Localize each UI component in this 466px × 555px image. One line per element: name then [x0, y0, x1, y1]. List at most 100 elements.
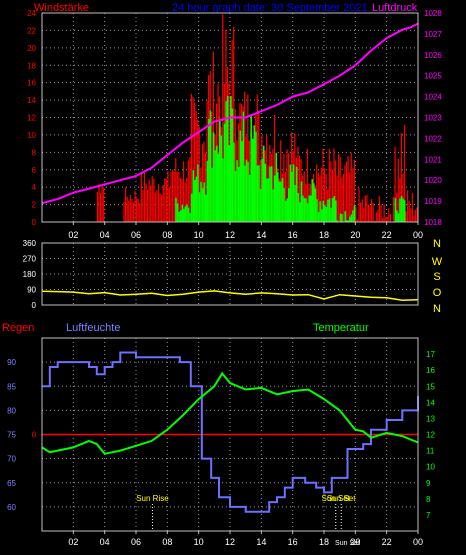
wind-gust-bar [128, 200, 130, 222]
pressure-axis-title: Luftdruck [372, 2, 418, 14]
wind-average-bar [203, 182, 205, 222]
wind-gust-bar [322, 148, 324, 222]
wind-y-tick-label: 8 [32, 148, 37, 157]
pressure-y-tick-label: 1024 [424, 93, 442, 102]
wind-average-bar [198, 192, 201, 222]
wind-gust-bar [101, 186, 103, 222]
sun-event-label: Sun Rise [136, 494, 169, 503]
wind-gust-bar [328, 148, 330, 222]
wind-gust-bar [410, 208, 412, 222]
wind-gust-bar [344, 165, 346, 222]
pressure-y-tick-label: 1019 [424, 197, 442, 206]
wind-average-bar [341, 214, 343, 222]
wind-gust-bar [157, 184, 160, 222]
wind-average-bar [333, 196, 335, 222]
wind-gust-bar [325, 173, 327, 222]
wind-gust-bar [333, 148, 335, 222]
temperature-y-tick-label: 15 [426, 382, 435, 391]
sun-event-label: Sun Set [322, 494, 351, 503]
pressure-y-tick-label: 1026 [424, 51, 442, 60]
wind-average-bar [236, 160, 238, 222]
wind-average-bar [184, 206, 187, 222]
wind-average-bar [311, 179, 314, 222]
wind-average-bar [295, 166, 298, 222]
wind-average-bar [331, 197, 334, 222]
wind-gust-bar [336, 175, 338, 222]
wind-average-bar [294, 184, 296, 222]
wind-average-bar [320, 209, 323, 222]
wind-average-bar [400, 195, 403, 222]
wind-gust-bar [256, 94, 258, 222]
wind-gust-bar [211, 111, 213, 222]
wind-average-bar [275, 152, 278, 222]
wind-average-bar [344, 211, 346, 222]
wind-y-tick-label: 24 [27, 9, 36, 18]
wind-average-bar [240, 141, 243, 222]
wind-y-tick-label: 14 [27, 96, 36, 105]
wind-gust-bar [134, 191, 136, 222]
x-tick-label: 14 [256, 537, 266, 547]
wind-gust-bar [96, 191, 99, 222]
wind-average-bar [247, 162, 249, 222]
wind-average-bar [225, 101, 227, 222]
wind-gust-bar [367, 204, 370, 222]
wind-average-bar [317, 211, 320, 222]
wind-gust-bar [233, 26, 235, 222]
wind-average-bar [197, 164, 199, 222]
wind-gust-bar [161, 194, 163, 222]
wind-average-bar [231, 108, 234, 222]
wind-average-bar [193, 179, 196, 222]
wind-average-bar [211, 167, 213, 222]
direction-y-tick-label: 360 [23, 239, 37, 248]
wind-gust-bar [178, 171, 180, 222]
wind-gust-bar [234, 109, 236, 222]
wind-average-bar [190, 193, 193, 222]
wind-gust-bar [132, 201, 135, 222]
compass-direction-label: W [432, 256, 443, 268]
wind-average-bar [284, 200, 287, 222]
x-tick-label: 12 [225, 230, 235, 240]
wind-average-bar [272, 189, 274, 222]
pressure-line [41, 22, 419, 205]
wind-gust-bar [125, 187, 127, 222]
wind-gust-bar [405, 211, 407, 222]
wind-gust-bar [273, 114, 276, 222]
wind-average-bar [195, 176, 198, 222]
wind-average-bar [201, 188, 204, 222]
wind-gust-bar [339, 157, 341, 222]
wind-average-bar [208, 118, 210, 222]
wind-average-bar [253, 125, 256, 222]
wind-average-bar [264, 164, 267, 222]
temperature-y-tick-label: 14 [426, 398, 435, 407]
wind-average-bar [316, 199, 318, 222]
wind-average-bar [239, 130, 241, 222]
wind-average-bar [250, 115, 252, 222]
wind-gust-bar [176, 171, 178, 222]
wind-average-bar [334, 200, 337, 222]
wind-gust-bar [181, 178, 183, 222]
wind-gust-bar [363, 208, 365, 222]
wind-gust-bar [381, 217, 384, 222]
temperature-y-tick-label: 9 [426, 479, 431, 488]
wind-average-bar [261, 158, 263, 222]
wind-gust-bar [280, 140, 282, 222]
wind-average-bar [220, 135, 223, 222]
rain-axis-title: Regen [2, 322, 34, 334]
wind-average-bar [237, 166, 240, 222]
x-tick-label: 06 [131, 230, 141, 240]
x-tick-label: 04 [100, 537, 110, 547]
pressure-y-tick-label: 1027 [424, 30, 442, 39]
temperature-y-tick-label: 16 [426, 366, 435, 375]
wind-y-tick-label: 16 [27, 79, 36, 88]
wind-gust-bar [298, 155, 301, 222]
wind-gust-bar [175, 157, 177, 222]
wind-average-bar [214, 150, 216, 222]
wind-gust-bar [159, 193, 161, 222]
wind-average-bar [289, 164, 292, 222]
pressure-y-tick-label: 1025 [424, 72, 442, 81]
wind-y-tick-label: 2 [32, 201, 37, 210]
wind-gust-bar [403, 124, 406, 222]
wind-y-tick-label: 12 [27, 114, 36, 123]
wind-average-bar [175, 197, 177, 222]
wind-gust-bar [150, 185, 152, 222]
